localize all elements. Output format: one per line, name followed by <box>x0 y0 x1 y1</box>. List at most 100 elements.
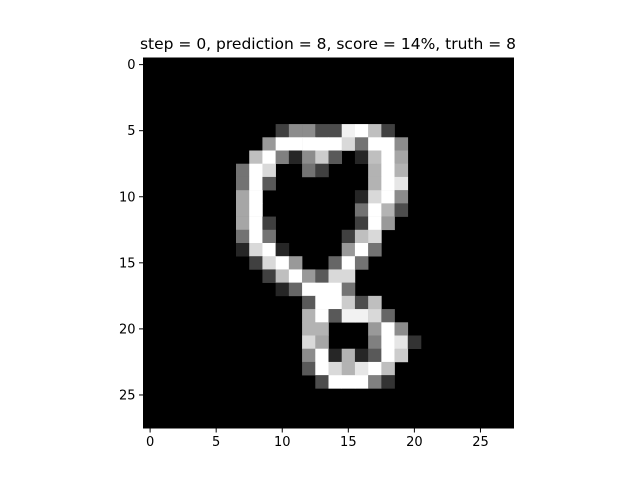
heatmap-cell <box>354 309 369 323</box>
heatmap-cell <box>302 295 316 310</box>
heatmap-cell <box>394 163 409 178</box>
heatmap-cell <box>275 269 290 283</box>
heatmap-cell <box>381 322 395 336</box>
heatmap-cell <box>328 282 343 297</box>
heatmap-cell <box>302 137 316 151</box>
heatmap-cell <box>262 216 276 231</box>
heatmap-cell <box>302 163 316 178</box>
heatmap-cell <box>368 216 382 231</box>
heatmap-cell <box>275 282 290 297</box>
heatmap-cell <box>354 243 369 257</box>
heatmap-cell <box>288 282 303 297</box>
heatmap-cell <box>328 375 343 389</box>
heatmap-cell <box>368 176 382 191</box>
heatmap-cell <box>302 309 316 323</box>
heatmap-cell <box>328 348 343 363</box>
heatmap-cell <box>315 335 329 350</box>
heatmap-cell <box>249 203 263 217</box>
heatmap-cell <box>354 216 369 231</box>
heatmap-cell <box>368 375 382 389</box>
x-tick-label: 25 <box>472 435 489 450</box>
heatmap-cell <box>394 137 409 151</box>
heatmap-cell <box>249 243 263 257</box>
heatmap-cell <box>354 137 369 151</box>
heatmap-cell <box>354 361 369 376</box>
heatmap-cell <box>368 335 382 350</box>
heatmap-cell <box>381 348 395 363</box>
heatmap-cell <box>381 375 395 389</box>
heatmap-cell <box>249 163 263 178</box>
heatmap-cell <box>368 190 382 204</box>
heatmap-cell <box>368 243 382 257</box>
heatmap-cell <box>288 137 303 151</box>
heatmap-cell <box>275 124 290 138</box>
heatmap-cell <box>302 348 316 363</box>
heatmap-cell <box>315 322 329 336</box>
heatmap-cell <box>249 150 263 165</box>
heatmap-cell <box>315 150 329 165</box>
heatmap-cell <box>368 309 382 323</box>
heatmap-cell <box>236 229 250 244</box>
heatmap-cell <box>315 282 329 297</box>
heatmap-cell <box>381 124 395 138</box>
heatmap-cell <box>288 256 303 270</box>
x-tick-label: 5 <box>212 435 220 450</box>
heatmap-cell <box>262 150 276 165</box>
heatmap-cell <box>368 295 382 310</box>
heatmap-cell <box>341 375 356 389</box>
heatmap-cell <box>236 176 250 191</box>
y-tick-label: 0 <box>127 58 135 73</box>
heatmap-cell <box>328 269 343 283</box>
heatmap-cell <box>368 150 382 165</box>
heatmap-cell <box>236 216 250 231</box>
heatmap-cell <box>354 375 369 389</box>
heatmap-cell <box>236 243 250 257</box>
heatmap-cell <box>262 163 276 178</box>
heatmap-cell <box>381 309 395 323</box>
heatmap-cell <box>315 375 329 389</box>
heatmap-cell <box>315 124 329 138</box>
heatmap-cell <box>368 163 382 178</box>
heatmap-cell <box>341 137 356 151</box>
x-tick-label: 10 <box>274 435 291 450</box>
heatmap-cell <box>381 190 395 204</box>
heatmap-cell <box>354 124 369 138</box>
chart-title: step = 0, prediction = 8, score = 14%, t… <box>140 35 516 53</box>
heatmap-cell <box>302 361 316 376</box>
heatmap-cell <box>354 190 369 204</box>
heatmap-cell <box>262 176 276 191</box>
heatmap-cell <box>368 124 382 138</box>
heatmap-cell <box>368 361 382 376</box>
y-tick-label: 10 <box>119 190 136 205</box>
heatmap-cell <box>354 150 369 165</box>
heatmap-cell <box>354 295 369 310</box>
plot-frame <box>143 57 514 429</box>
heatmap-cell <box>341 282 356 297</box>
heatmap-cell <box>275 137 290 151</box>
heatmap-cell <box>275 256 290 270</box>
heatmap-cell <box>249 229 263 244</box>
heatmap-cell <box>394 190 409 204</box>
heatmap-cell <box>341 256 356 270</box>
heatmap-cell <box>328 361 343 376</box>
heatmap-cell <box>288 269 303 283</box>
heatmap-cell <box>381 361 395 376</box>
heatmap-cell <box>368 203 382 217</box>
heatmap-cell <box>394 322 409 336</box>
y-tick-label: 25 <box>119 388 136 403</box>
heatmap-cell <box>381 176 395 191</box>
heatmap-cell <box>368 137 382 151</box>
heatmap-cell <box>302 269 316 283</box>
heatmap-cell <box>381 150 395 165</box>
heatmap-cell <box>315 163 329 178</box>
x-tick-label: 15 <box>340 435 357 450</box>
heatmap-cell <box>275 243 290 257</box>
heatmap-cell <box>394 176 409 191</box>
heatmap-cell <box>315 309 329 323</box>
heatmap-cell <box>328 150 343 165</box>
heatmap-cell <box>354 256 369 270</box>
heatmap-cell <box>315 137 329 151</box>
heatmap-cell <box>328 256 343 270</box>
heatmap-cell <box>262 256 276 270</box>
heatmap-cell <box>328 295 343 310</box>
